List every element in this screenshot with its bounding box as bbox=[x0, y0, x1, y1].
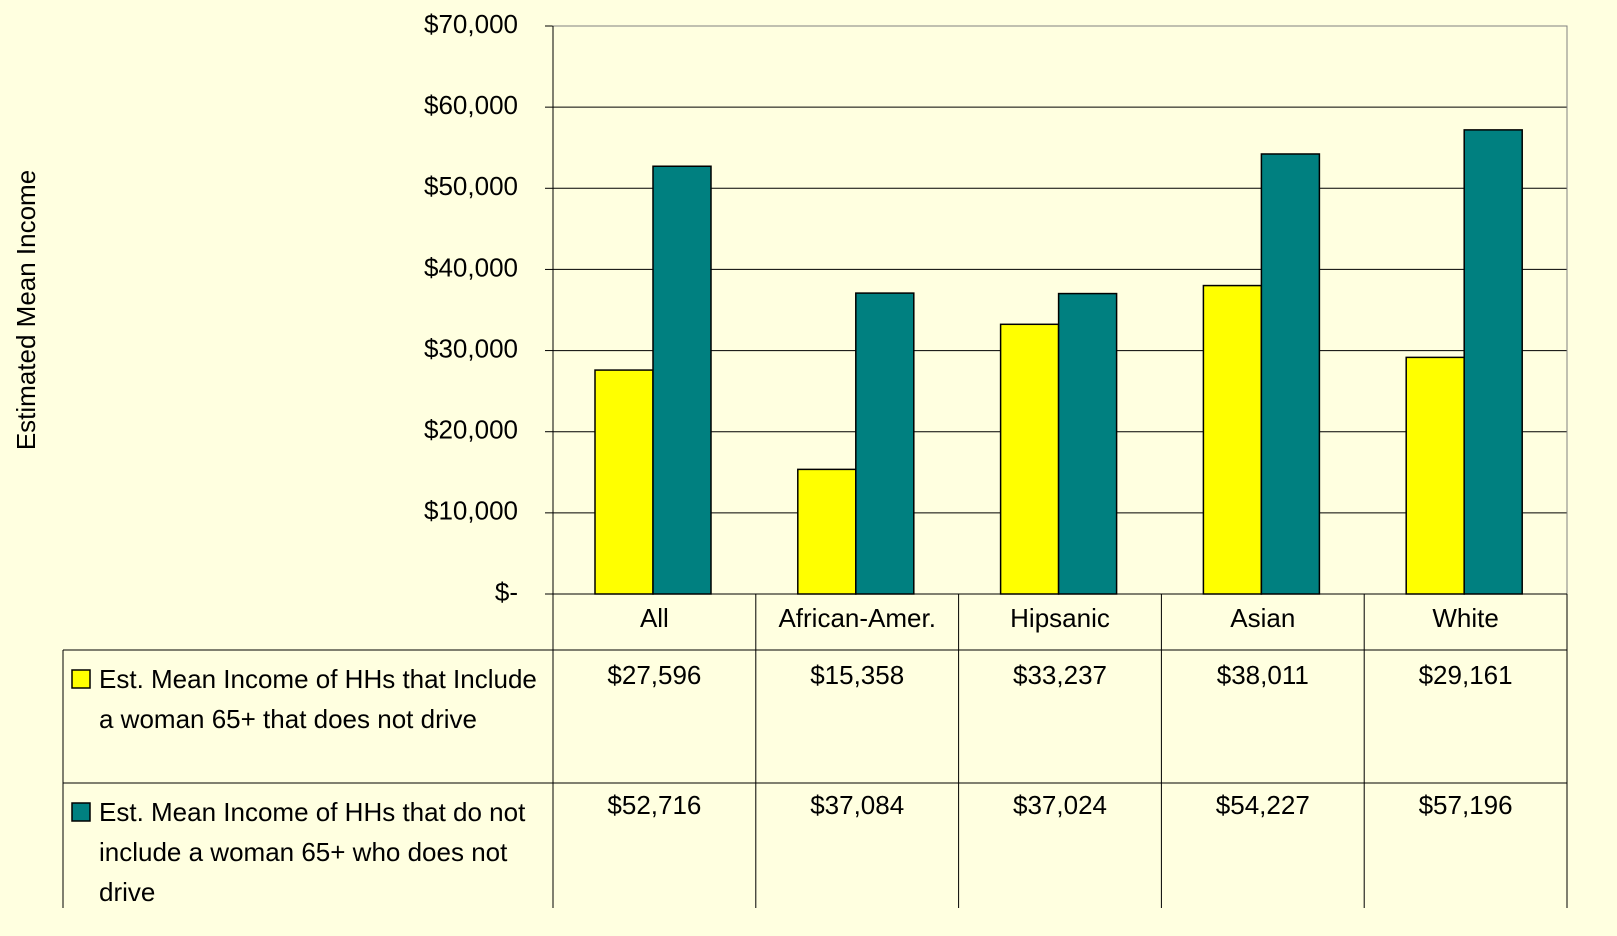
bar bbox=[652, 165, 712, 595]
x-tick-label: Asian bbox=[1230, 603, 1295, 633]
table-value: $37,084 bbox=[810, 790, 904, 820]
y-tick-label: $10,000 bbox=[424, 496, 518, 526]
legend-label: Est. Mean Income of HHs that Include a w… bbox=[99, 664, 537, 734]
legend-label: Est. Mean Income of HHs that do not incl… bbox=[99, 797, 526, 907]
table-value: $57,196 bbox=[1419, 790, 1513, 820]
bar bbox=[1202, 284, 1263, 595]
table-value: $54,227 bbox=[1216, 790, 1310, 820]
table-value: $52,716 bbox=[607, 790, 701, 820]
x-tick-label: White bbox=[1432, 603, 1498, 633]
y-tick-label: $- bbox=[495, 577, 518, 607]
bar bbox=[594, 369, 654, 595]
bar bbox=[797, 468, 857, 595]
table-value: $29,161 bbox=[1419, 660, 1513, 690]
bar bbox=[1057, 292, 1118, 595]
table-value: $15,358 bbox=[810, 660, 904, 690]
y-tick-label: $50,000 bbox=[424, 171, 518, 201]
bar bbox=[1260, 153, 1321, 595]
bar bbox=[1463, 129, 1523, 595]
table-value: $33,237 bbox=[1013, 660, 1107, 690]
y-tick-label: $60,000 bbox=[424, 90, 518, 120]
bar bbox=[855, 292, 915, 595]
y-tick-label: $30,000 bbox=[424, 333, 518, 363]
table-value: $38,011 bbox=[1217, 660, 1309, 690]
x-tick-label: Hipsanic bbox=[1010, 603, 1110, 633]
bar bbox=[999, 323, 1060, 595]
x-tick-label: African-Amer. bbox=[778, 603, 936, 633]
y-axis-label: Estimated Mean Income bbox=[11, 170, 41, 450]
table-value: $37,024 bbox=[1013, 790, 1107, 820]
y-tick-label: $70,000 bbox=[424, 9, 518, 39]
bar bbox=[1405, 356, 1465, 595]
y-tick-label: $20,000 bbox=[424, 415, 518, 445]
table-value: $27,596 bbox=[607, 660, 701, 690]
legend-key bbox=[71, 669, 91, 689]
x-tick-label: All bbox=[640, 603, 669, 633]
legend-key bbox=[71, 802, 91, 822]
y-tick-label: $40,000 bbox=[424, 252, 518, 282]
